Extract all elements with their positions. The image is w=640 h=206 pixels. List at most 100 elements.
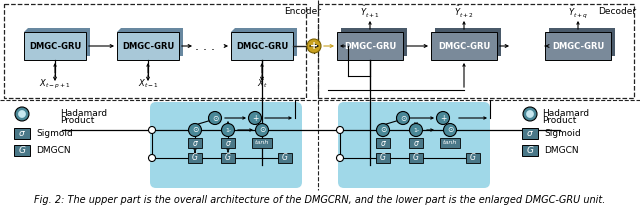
- Text: $\hat{Y}_{t+2}$: $\hat{Y}_{t+2}$: [454, 4, 474, 20]
- Text: ⊙: ⊙: [447, 125, 453, 135]
- Circle shape: [19, 110, 26, 117]
- FancyBboxPatch shape: [338, 102, 490, 188]
- Text: G: G: [282, 153, 288, 163]
- Text: G: G: [380, 153, 386, 163]
- Text: G: G: [225, 153, 231, 163]
- Bar: [376, 153, 390, 163]
- Circle shape: [527, 110, 534, 117]
- Text: σ: σ: [193, 138, 197, 147]
- Bar: [14, 145, 30, 156]
- Text: ⊙: ⊙: [192, 125, 198, 135]
- Text: Decoder: Decoder: [598, 7, 636, 15]
- Bar: [409, 138, 423, 148]
- Text: G: G: [413, 153, 419, 163]
- Bar: [24, 32, 86, 60]
- Text: ⊙: ⊙: [259, 125, 265, 135]
- Bar: [522, 145, 538, 156]
- Circle shape: [189, 124, 202, 137]
- Bar: [188, 153, 202, 163]
- Text: σ: σ: [527, 129, 533, 138]
- Text: Product: Product: [60, 116, 94, 124]
- Text: G: G: [19, 146, 26, 155]
- Text: Sigmoid: Sigmoid: [36, 129, 73, 138]
- Bar: [221, 153, 235, 163]
- Text: tanh: tanh: [443, 140, 457, 145]
- Text: DMGC-GRU: DMGC-GRU: [438, 41, 490, 50]
- Bar: [121, 28, 183, 56]
- Circle shape: [209, 111, 221, 124]
- Circle shape: [410, 124, 422, 137]
- Bar: [440, 138, 460, 148]
- Circle shape: [337, 126, 344, 133]
- Bar: [466, 153, 480, 163]
- Text: G: G: [470, 153, 476, 163]
- Text: Hadamard: Hadamard: [60, 109, 107, 117]
- Circle shape: [221, 124, 234, 137]
- Bar: [337, 32, 403, 60]
- Bar: [188, 138, 202, 148]
- Text: DMGC-GRU: DMGC-GRU: [29, 41, 81, 50]
- Text: . . .: . . .: [512, 40, 532, 53]
- Bar: [4, 4, 306, 98]
- Bar: [341, 28, 407, 56]
- Circle shape: [255, 124, 269, 137]
- Text: . . .: . . .: [195, 40, 215, 53]
- Bar: [409, 153, 423, 163]
- Circle shape: [148, 154, 156, 162]
- Text: σ: σ: [19, 129, 25, 138]
- Text: DMGCN: DMGCN: [36, 146, 70, 155]
- Text: DMGC-GRU: DMGC-GRU: [122, 41, 174, 50]
- Bar: [117, 32, 179, 60]
- Text: σ: σ: [225, 138, 230, 147]
- Bar: [235, 28, 297, 56]
- Circle shape: [248, 111, 262, 124]
- Text: Encoder: Encoder: [284, 7, 321, 15]
- Circle shape: [307, 39, 321, 53]
- Bar: [431, 32, 497, 60]
- Bar: [435, 28, 501, 56]
- Text: $X_{t-1}$: $X_{t-1}$: [138, 78, 158, 90]
- Polygon shape: [117, 28, 183, 32]
- Circle shape: [376, 124, 390, 137]
- Circle shape: [397, 111, 410, 124]
- Bar: [522, 128, 538, 139]
- Text: Product: Product: [542, 116, 577, 124]
- Text: +: +: [252, 114, 258, 123]
- Text: ⊙: ⊙: [400, 114, 406, 123]
- Bar: [278, 153, 292, 163]
- Bar: [231, 32, 293, 60]
- Bar: [545, 32, 611, 60]
- Polygon shape: [231, 28, 297, 32]
- Circle shape: [148, 126, 156, 133]
- Text: σ: σ: [381, 138, 385, 147]
- Text: Hadamard: Hadamard: [542, 109, 589, 117]
- Text: ⊙: ⊙: [380, 125, 386, 135]
- Bar: [252, 138, 272, 148]
- Text: $\hat{Y}_{t+q}$: $\hat{Y}_{t+q}$: [568, 4, 588, 20]
- Text: Fig. 2: The upper part is the overall architecture of the DMGCRN, and the lower : Fig. 2: The upper part is the overall ar…: [35, 195, 605, 205]
- Circle shape: [15, 107, 29, 121]
- Text: $\hat{Y}_{t+1}$: $\hat{Y}_{t+1}$: [360, 4, 380, 20]
- Circle shape: [337, 154, 344, 162]
- Text: tanh: tanh: [255, 140, 269, 145]
- Text: $X_t$: $X_t$: [257, 78, 268, 90]
- Circle shape: [444, 124, 456, 137]
- Text: +: +: [310, 41, 318, 51]
- Text: 1-: 1-: [225, 128, 231, 132]
- Text: DMGC-GRU: DMGC-GRU: [344, 41, 396, 50]
- Text: DMGCN: DMGCN: [544, 146, 579, 155]
- Text: $X_{t-p+1}$: $X_{t-p+1}$: [39, 77, 71, 91]
- Bar: [318, 4, 634, 98]
- Bar: [549, 28, 615, 56]
- Text: Sigmoid: Sigmoid: [544, 129, 580, 138]
- Polygon shape: [24, 28, 90, 32]
- Bar: [221, 138, 235, 148]
- Text: +: +: [440, 114, 446, 123]
- FancyBboxPatch shape: [150, 102, 302, 188]
- Bar: [376, 138, 390, 148]
- Text: ⊙: ⊙: [212, 114, 218, 123]
- Text: DMGC-GRU: DMGC-GRU: [552, 41, 604, 50]
- Text: G: G: [527, 146, 534, 155]
- Text: σ: σ: [413, 138, 419, 147]
- Bar: [28, 28, 90, 56]
